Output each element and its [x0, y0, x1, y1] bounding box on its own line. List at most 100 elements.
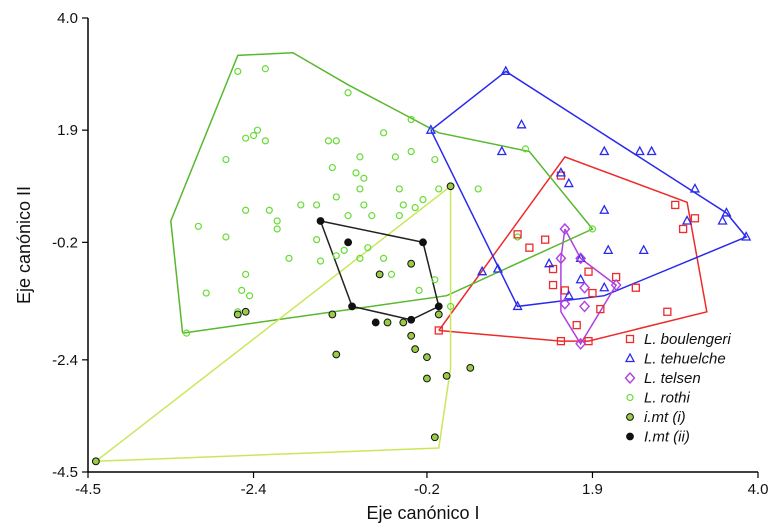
hull-diamond [560, 228, 618, 346]
convex-hulls [95, 51, 748, 463]
point-diamond [575, 252, 587, 265]
data-points [91, 65, 752, 466]
point-diamond [579, 300, 591, 313]
point-triangle [689, 183, 701, 193]
point-circle [356, 153, 364, 161]
point-circle-filled [91, 457, 100, 466]
hull-circle [170, 51, 594, 334]
point-triangle [496, 145, 507, 156]
point-diamond [610, 279, 622, 292]
point-circle [356, 254, 364, 262]
legend-marker [626, 413, 634, 421]
point-square [690, 214, 700, 223]
point-circle-filled [348, 302, 356, 311]
point-circle [253, 126, 262, 134]
point-circle [328, 163, 336, 172]
point-triangle [717, 215, 728, 225]
point-circle-filled [383, 318, 392, 327]
point-square [671, 200, 680, 210]
point-circle [234, 67, 242, 76]
point-circle-filled [407, 315, 416, 324]
y-tick-label: -4.5 [52, 464, 78, 481]
point-circle [332, 193, 340, 201]
x-tick-label: 4.0 [748, 481, 769, 498]
point-circle [242, 134, 250, 142]
point-circle [356, 185, 364, 193]
point-circle [297, 201, 305, 209]
point-circle [399, 201, 407, 209]
point-diamond [555, 252, 567, 265]
point-square [584, 267, 593, 276]
point-square [631, 283, 640, 292]
legend-label: I.mt (ii) [644, 429, 690, 446]
point-triangle [634, 145, 645, 156]
point-triangle [563, 289, 574, 300]
point-circle [324, 137, 333, 145]
point-circle [245, 292, 254, 300]
point-circle [332, 137, 340, 145]
point-circle [364, 244, 372, 252]
axis-ticks: -4.5 -2.4 -0.2 1.9 4.0 4.0 1.9 -0.2 -2.4 -4.5 [52, 10, 768, 498]
point-circle-filled [430, 433, 439, 442]
point-circle [344, 212, 352, 220]
legend-label: L. rothi [644, 390, 691, 407]
point-circle [194, 222, 202, 230]
legend: L. boulengeri L. tehuelche L. telsen L. rot… [624, 331, 731, 446]
legend-marker [626, 432, 634, 441]
legend-label: i.mt (i) [644, 409, 686, 426]
point-circle-filled [375, 270, 384, 279]
point-square [572, 320, 581, 330]
x-axis-title: Eje canónico I [366, 503, 479, 523]
point-circle [285, 254, 293, 262]
point-circle [360, 201, 368, 209]
legend-marker [626, 393, 634, 402]
legend-label: L. boulengeri [644, 331, 731, 348]
point-square [434, 326, 443, 335]
point-circle-filled [241, 307, 250, 316]
point-triangle [575, 252, 586, 263]
point-triangle [599, 281, 610, 292]
point-circle-filled [442, 371, 451, 380]
point-circle [273, 225, 281, 233]
point-triangle [603, 244, 614, 254]
point-circle [368, 212, 376, 220]
point-circle [431, 155, 439, 164]
x-tick-label: -4.5 [75, 481, 101, 498]
hull-square [438, 155, 708, 342]
point-square [584, 336, 593, 346]
point-circle-filled [423, 374, 431, 383]
point-circle [222, 233, 230, 241]
point-circle [273, 217, 281, 225]
point-triangle [681, 215, 693, 225]
point-circle [379, 129, 388, 137]
point-circle [588, 225, 597, 233]
x-tick-label: 1.9 [582, 481, 603, 498]
legend-marker [624, 352, 636, 363]
point-circle [387, 270, 396, 278]
point-circle [261, 65, 269, 73]
point-circle [249, 131, 258, 140]
point-circle [415, 286, 423, 294]
point-circle-filled [233, 310, 242, 319]
point-circle-filled [316, 217, 325, 225]
point-circle [202, 289, 210, 297]
point-circle-filled [423, 353, 431, 362]
y-axis-title: Eje canónico II [14, 186, 34, 304]
hull-triangle [430, 70, 748, 308]
point-circle [340, 246, 348, 254]
point-triangle [492, 263, 503, 273]
hull-circle-filled [319, 220, 440, 321]
point-circle [182, 329, 191, 337]
point-triangle [555, 167, 567, 177]
point-triangle [646, 145, 657, 156]
point-circle-filled [332, 350, 341, 359]
point-circle-filled [466, 363, 475, 372]
point-circle-filled [344, 238, 353, 247]
point-triangle [599, 145, 610, 156]
point-circle [222, 155, 230, 164]
x-tick-label: -0.2 [414, 481, 440, 498]
point-circle [332, 252, 340, 260]
point-circle [238, 286, 246, 294]
legend-label: L. telsen [644, 370, 701, 387]
